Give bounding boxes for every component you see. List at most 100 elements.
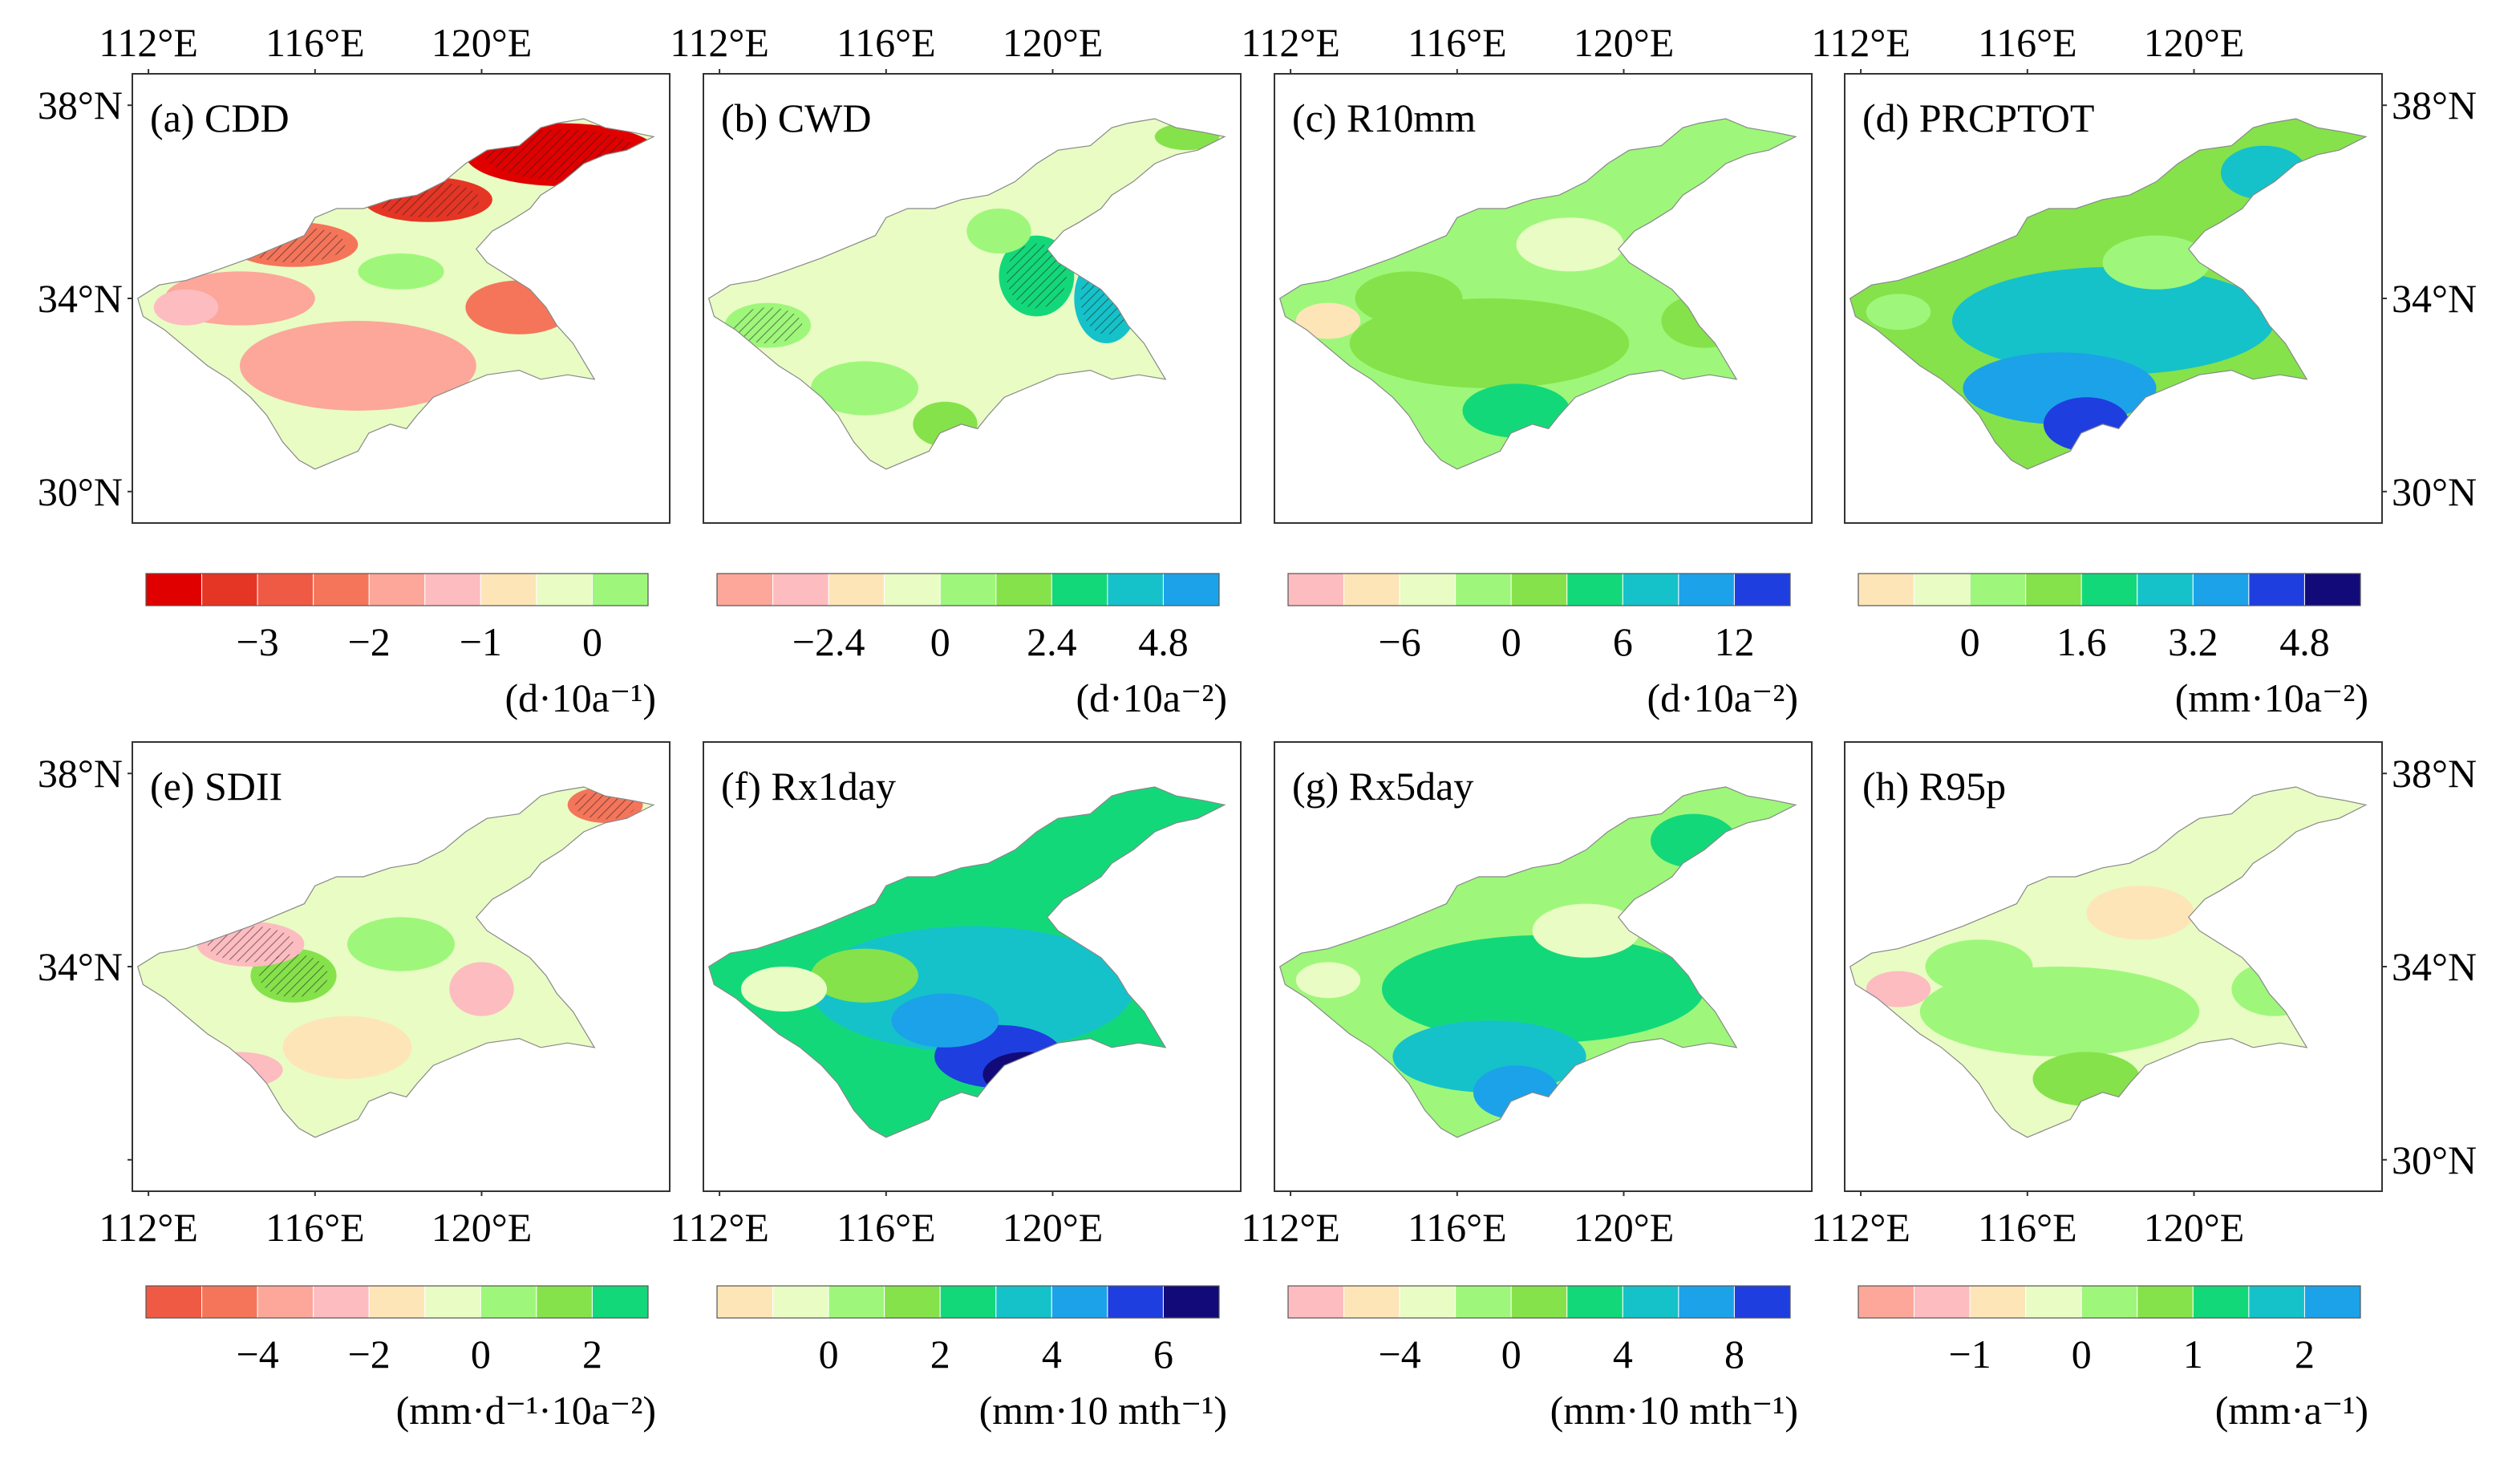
- trend-patch: [1516, 217, 1624, 272]
- colorbar-tick-label: −1: [1949, 1332, 1991, 1377]
- colorbar-swatch: [2080, 1285, 2138, 1319]
- significance-hatching: [733, 307, 803, 343]
- lon-tick-label: 120°E: [1574, 20, 1675, 65]
- colorbar-swatch: [1287, 573, 1345, 606]
- colorbar-swatch: [1733, 1285, 1791, 1319]
- map-panel-b: (b) CWD 112°E 116°E 120°E −2.4 0 2.4 4.8 (d·10a⁻…: [670, 20, 1242, 720]
- lon-tick-label: 112°E: [1241, 20, 1340, 65]
- colorbar-swatch: [1733, 573, 1791, 606]
- lat-tick-label: 30°N: [38, 469, 123, 514]
- colorbar-tick-label: 2: [582, 1332, 602, 1377]
- map-panel-e: (e) SDII 112°E 116°E 120°E 38°N 34°N −4 −2 0 2 (mm…: [38, 741, 671, 1433]
- trend-patch: [811, 361, 918, 416]
- colorbar-swatch: [1455, 1285, 1512, 1319]
- colorbar-swatch: [828, 1285, 885, 1319]
- lon-tick-label: 116°E: [837, 20, 936, 65]
- lon-tick-label: 120°E: [431, 1205, 533, 1250]
- colorbar-tick-label: −2: [348, 1332, 391, 1377]
- colorbar-tick-label: −2.4: [792, 619, 865, 664]
- panel-title: (g) Rx5day: [1292, 764, 1473, 809]
- colorbar-unit: (mm·10a⁻²): [2175, 675, 2368, 720]
- trend-patch: [1866, 971, 1931, 1008]
- panel-title: (f) Rx1day: [721, 764, 896, 809]
- colorbar-swatch: [772, 573, 829, 606]
- colorbar-swatch: [2192, 1285, 2250, 1319]
- colorbar-border: [1287, 573, 1791, 606]
- colorbar-swatch: [313, 1285, 370, 1319]
- colorbar-tick-label: 0: [471, 1332, 491, 1377]
- trend-patch: [1462, 383, 1570, 438]
- colorbar-tick-label: 0: [582, 619, 602, 664]
- colorbar-swatch: [2025, 573, 2082, 606]
- colorbar-tick-label: −4: [1379, 1332, 1421, 1377]
- colorbar-swatch: [1107, 1285, 1164, 1319]
- colorbar: −1 0 1 2 (mm·a⁻¹): [1858, 1285, 2368, 1433]
- colorbar-swatch: [145, 1285, 203, 1319]
- colorbar-tick-label: −1: [460, 619, 502, 664]
- colorbar-swatch: [1399, 1285, 1456, 1319]
- colorbar: −2.4 0 2.4 4.8 (d·10a⁻²): [716, 573, 1227, 720]
- colorbar-swatch: [480, 1285, 537, 1319]
- colorbar-tick-label: 0: [819, 1332, 839, 1377]
- lon-tick-label: 112°E: [99, 20, 198, 65]
- colorbar-swatch: [536, 573, 593, 606]
- trend-patch: [2102, 235, 2210, 290]
- colorbar-border: [145, 1285, 649, 1319]
- colorbar-tick-label: −3: [237, 619, 279, 664]
- colorbar-tick-label: 0: [930, 619, 950, 664]
- trend-patch: [347, 917, 455, 971]
- colorbar-swatch: [1107, 573, 1164, 606]
- trend-patch: [811, 948, 918, 1003]
- colorbar-swatch: [1678, 573, 1735, 606]
- lon-tick-label: 116°E: [1408, 1205, 1507, 1250]
- colorbar-tick-label: 6: [1153, 1332, 1173, 1377]
- colorbar-swatch: [201, 573, 258, 606]
- lon-tick-label: 112°E: [99, 1205, 198, 1250]
- colorbar-unit: (d·10a⁻²): [1647, 675, 1798, 720]
- colorbar-swatch: [1343, 573, 1400, 606]
- colorbar-tick-label: 0: [1960, 619, 1980, 664]
- colorbar-swatch: [1051, 573, 1108, 606]
- region-outline: [136, 786, 655, 1138]
- colorbar-swatch: [2303, 573, 2361, 606]
- panel-title: (h) R95p: [1862, 764, 2006, 809]
- trend-patch: [1866, 294, 1931, 330]
- lon-tick-label: 112°E: [1241, 1205, 1340, 1250]
- region-field: [708, 119, 1225, 469]
- lat-tick-label: 38°N: [38, 751, 123, 796]
- map-panel-d: (d) PRCPTOT 112°E 116°E 120°E 38°N 34°N 30°N 0 1…: [1811, 20, 2477, 720]
- colorbar-swatch: [884, 573, 941, 606]
- colorbar-swatch: [995, 1285, 1052, 1319]
- colorbar-swatch: [1455, 573, 1512, 606]
- colorbar-tick-label: 1.6: [2056, 619, 2107, 664]
- colorbar-swatch: [884, 1285, 941, 1319]
- colorbar-swatch: [2248, 573, 2305, 606]
- colorbar-swatch: [1162, 1285, 1220, 1319]
- colorbar-unit: (mm·a⁻¹): [2215, 1388, 2368, 1433]
- colorbar-swatch: [368, 1285, 426, 1319]
- colorbar-swatch: [828, 573, 885, 606]
- colorbar-tick-label: 1: [2183, 1332, 2203, 1377]
- panel-title: (b) CWD: [721, 95, 871, 140]
- lat-tick-label: 34°N: [38, 944, 123, 989]
- colorbar-swatch: [1287, 1285, 1345, 1319]
- colorbar-swatch: [2137, 573, 2194, 606]
- trend-patch: [282, 1016, 412, 1080]
- colorbar-swatch: [424, 1285, 481, 1319]
- colorbar-tick-label: 4: [1042, 1332, 1062, 1377]
- colorbar-swatch: [2025, 1285, 2082, 1319]
- colorbar-swatch: [1566, 1285, 1623, 1319]
- region-field: [1849, 119, 2366, 469]
- colorbar-swatch: [1566, 573, 1623, 606]
- map-panel-h: (h) R95p 112°E 116°E 120°E 38°N 34°N 30°N −1 0 1 2…: [1811, 741, 2477, 1433]
- trend-patch: [1952, 266, 2275, 375]
- colorbar-swatch: [2080, 573, 2138, 606]
- region-field: [1849, 787, 2366, 1137]
- colorbar-swatch: [1622, 573, 1679, 606]
- colorbar-swatch: [1162, 573, 1220, 606]
- colorbar: 0 1.6 3.2 4.8 (mm·10a⁻²): [1858, 573, 2368, 720]
- colorbar-swatch: [591, 573, 649, 606]
- colorbar-border: [145, 573, 649, 606]
- region-field: [137, 119, 654, 469]
- region-field: [1279, 119, 1796, 469]
